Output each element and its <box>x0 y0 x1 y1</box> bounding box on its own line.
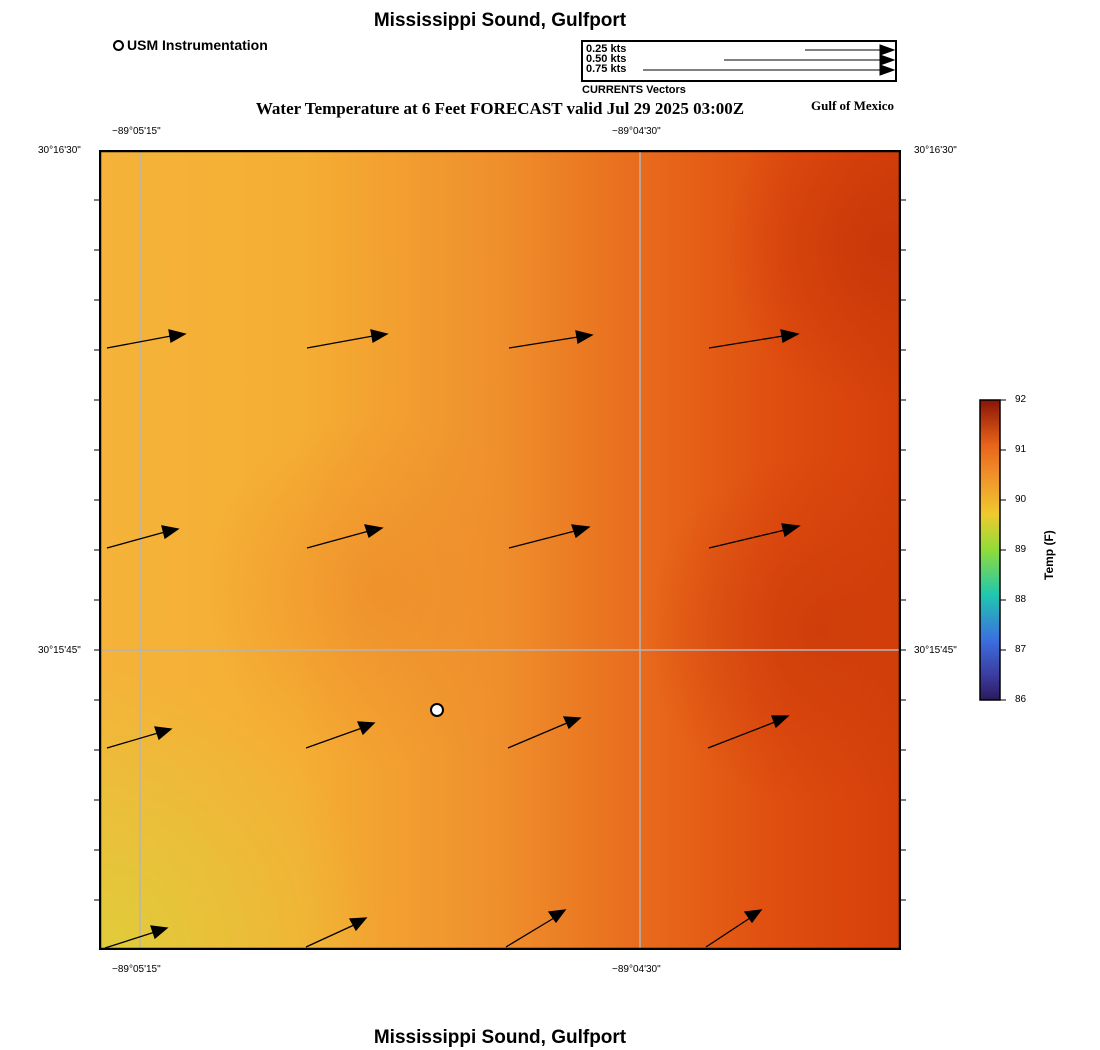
current-arrow <box>771 715 790 729</box>
current-arrow <box>780 329 800 343</box>
colorbar-tick-90: 90 <box>1015 494 1027 505</box>
current-arrow <box>348 917 368 932</box>
lon-label-top-2: −89°04'30" <box>612 126 661 137</box>
region-label: Gulf of Mexico <box>811 98 895 113</box>
current-arrow <box>168 329 187 344</box>
current-arrow <box>575 330 594 345</box>
footer-title: Mississippi Sound, Gulfport <box>373 1027 627 1048</box>
current-arrow <box>150 925 169 940</box>
current-vectors <box>104 329 801 949</box>
vector-legend-arrowhead-1 <box>879 44 895 56</box>
lat-label-right-1: 30°16'30" <box>914 145 957 156</box>
lat-ticks-right <box>900 199 906 901</box>
current-arrow <box>161 525 180 540</box>
colorbar-tick-88: 88 <box>1015 594 1027 605</box>
colorbar-tick-86: 86 <box>1015 694 1027 705</box>
lat-label-right-2: 30°15'45" <box>914 645 957 656</box>
lon-label-bottom-2: −89°04'30" <box>612 964 661 975</box>
current-arrow <box>364 524 384 539</box>
vector-legend-arrowhead-2 <box>879 54 895 66</box>
colorbar-tick-92: 92 <box>1015 394 1027 405</box>
colorbar-tick-89: 89 <box>1015 544 1027 555</box>
current-arrow <box>743 909 763 924</box>
current-arrow <box>571 524 591 539</box>
colorbar-tick-91: 91 <box>1015 444 1027 455</box>
station-marker-icon <box>113 39 124 51</box>
lon-label-bottom-1: −89°05'15" <box>112 964 161 975</box>
colorbar-tick-87: 87 <box>1015 644 1027 655</box>
vector-legend-arrows <box>643 44 895 76</box>
vector-legend-label-1: 0.25 kts <box>586 43 627 55</box>
temperature-map[interactable] <box>99 150 901 950</box>
current-arrow <box>356 721 376 736</box>
vector-legend-title: CURRENTS Vectors <box>582 84 686 96</box>
vector-legend-label-2: 0.50 kts <box>586 53 627 65</box>
lat-label-left-1: 30°16'30" <box>38 145 81 156</box>
vector-legend-labels: 0.25 kts 0.50 kts 0.75 kts <box>586 43 627 75</box>
current-arrow <box>370 329 389 344</box>
vector-legend-box: 0.25 kts 0.50 kts 0.75 kts <box>581 40 897 82</box>
vector-legend-label-3: 0.75 kts <box>586 63 627 75</box>
current-arrow <box>547 909 567 924</box>
station-legend: USM Instrumentation <box>113 37 268 53</box>
lat-label-left-2: 30°15'45" <box>38 645 81 656</box>
page-title: Mississippi Sound, Gulfport <box>373 10 627 31</box>
map-title: Water Temperature at 6 Feet FORECAST val… <box>255 99 745 118</box>
lon-label-top-1: −89°05'15" <box>112 126 161 137</box>
lat-ticks-left <box>94 199 100 901</box>
colorbar-title: Temp (F) <box>1042 530 1056 580</box>
station-legend-label: USM Instrumentation <box>127 37 268 53</box>
graticule <box>99 150 901 950</box>
current-arrow <box>781 523 801 538</box>
vector-legend-arrowhead-3 <box>879 64 895 76</box>
usm-station-marker[interactable] <box>430 703 444 717</box>
colorbar <box>979 399 1006 701</box>
current-arrow <box>154 726 173 741</box>
current-arrow <box>562 716 582 730</box>
